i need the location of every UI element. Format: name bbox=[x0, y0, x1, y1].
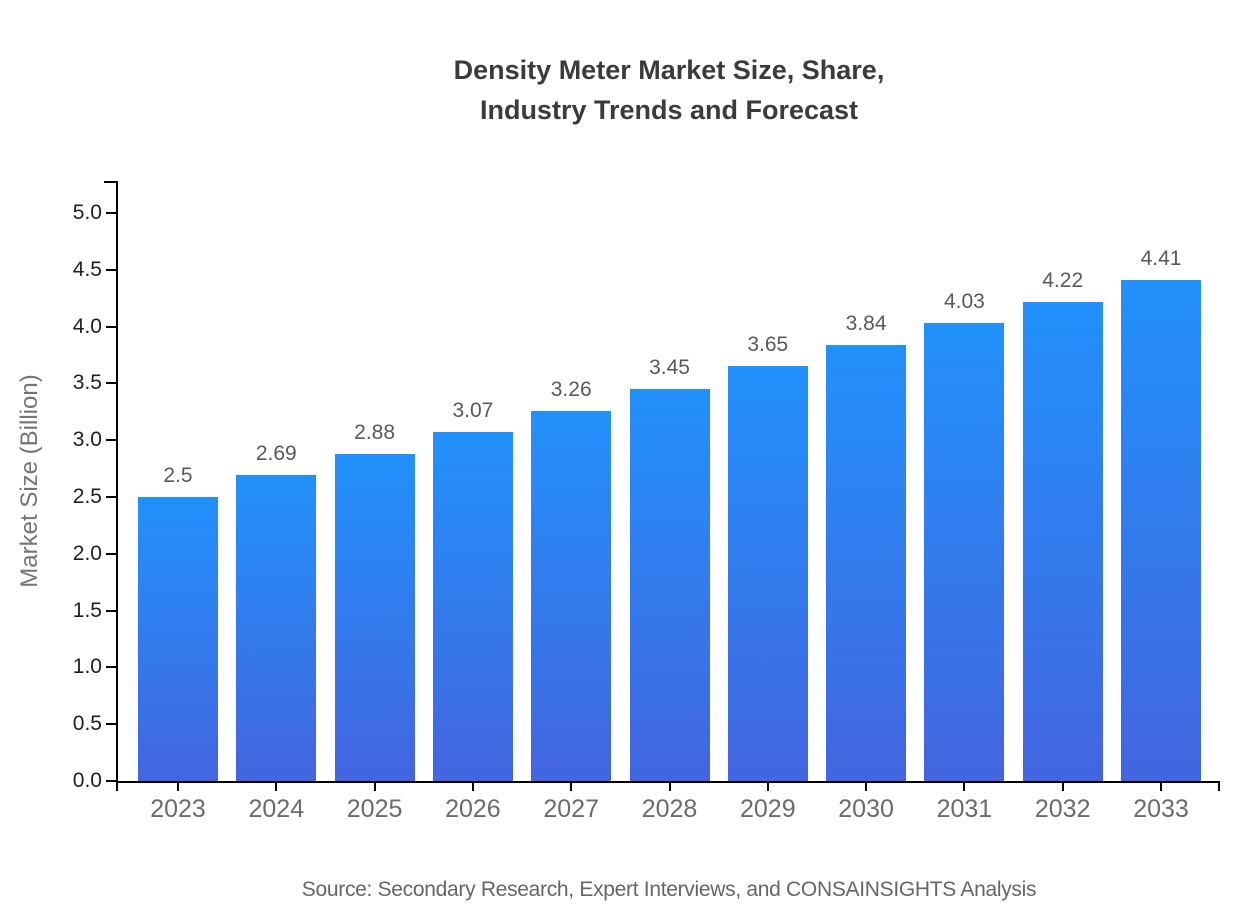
bar-2025 bbox=[334, 453, 415, 781]
x-tick bbox=[668, 783, 671, 791]
bar-2031 bbox=[924, 323, 1005, 781]
bar-2026 bbox=[432, 432, 513, 781]
x-axis-right-cap bbox=[1218, 783, 1220, 791]
bar-2029 bbox=[727, 366, 808, 781]
y-tick bbox=[106, 212, 116, 214]
bar-value-label: 3.84 bbox=[845, 311, 887, 335]
y-tick bbox=[106, 325, 116, 328]
y-tick bbox=[106, 268, 116, 271]
x-tick bbox=[1061, 783, 1064, 791]
y-tick bbox=[106, 439, 116, 442]
bar-value-label: 3.65 bbox=[747, 333, 789, 357]
y-tick-label: 2.0 bbox=[72, 541, 102, 565]
y-tick-label: 0.5 bbox=[72, 712, 102, 736]
x-tick-label: 2033 bbox=[1133, 795, 1189, 823]
x-tick-label: 2028 bbox=[641, 795, 698, 823]
y-tick bbox=[106, 496, 116, 498]
y-tick bbox=[106, 552, 116, 555]
x-tick bbox=[177, 783, 179, 791]
x-tick-label: 2029 bbox=[739, 795, 796, 823]
source-note: Source: Secondary Research, Expert Inter… bbox=[301, 878, 1037, 901]
x-tick-label: 2031 bbox=[936, 795, 993, 823]
x-tick bbox=[1160, 783, 1162, 791]
y-tick-label: 5.0 bbox=[72, 201, 102, 224]
y-tick-label: 1.5 bbox=[72, 598, 102, 622]
bar-value-label: 3.26 bbox=[550, 377, 592, 401]
y-tick bbox=[106, 666, 116, 669]
y-tick-label: 4.0 bbox=[72, 314, 102, 338]
bar-2033 bbox=[1121, 280, 1201, 781]
x-tick-label: 2023 bbox=[150, 795, 206, 823]
x-tick bbox=[766, 783, 769, 791]
x-tick bbox=[275, 783, 278, 791]
bar-2024 bbox=[236, 475, 317, 781]
bar-2023 bbox=[138, 497, 218, 781]
bar-value-label: 4.03 bbox=[943, 290, 985, 314]
y-tick bbox=[106, 609, 116, 612]
x-tick-label: 2027 bbox=[543, 795, 599, 823]
x-tick-label: 2026 bbox=[445, 795, 501, 823]
y-tick-label: 1.0 bbox=[72, 655, 102, 679]
x-tick-label: 2024 bbox=[248, 795, 305, 823]
y-tick bbox=[106, 723, 116, 726]
x-tick-label: 2032 bbox=[1034, 795, 1091, 823]
bar-value-label: 4.41 bbox=[1140, 247, 1182, 271]
x-axis-spine bbox=[116, 781, 1220, 783]
bar-value-label: 2.69 bbox=[255, 442, 297, 466]
x-tick-label: 2030 bbox=[838, 795, 894, 823]
bar-value-label: 2.88 bbox=[354, 420, 396, 444]
bar-value-label: 3.07 bbox=[452, 399, 494, 423]
y-axis-top-cap bbox=[104, 181, 116, 183]
x-tick bbox=[963, 783, 966, 791]
y-tick-label: 3.5 bbox=[72, 371, 102, 395]
chart-title: Density Meter Market Size, Share, Indust… bbox=[118, 50, 1220, 130]
bar-2032 bbox=[1022, 301, 1103, 781]
chart-title-line1: Density Meter Market Size, Share, bbox=[453, 55, 885, 85]
x-tick-label: 2025 bbox=[346, 795, 403, 823]
x-tick bbox=[471, 783, 474, 791]
bar-value-label: 2.5 bbox=[163, 464, 193, 487]
bar-2027 bbox=[531, 410, 612, 781]
x-tick bbox=[373, 783, 376, 791]
y-tick-label: 0.0 bbox=[72, 769, 102, 792]
y-tick-label: 2.5 bbox=[72, 485, 102, 508]
y-axis-spine bbox=[116, 181, 118, 791]
x-tick bbox=[570, 783, 573, 791]
y-tick-label: 4.5 bbox=[72, 257, 102, 281]
x-tick bbox=[865, 783, 868, 791]
bar-value-label: 3.45 bbox=[649, 356, 690, 380]
y-tick bbox=[106, 382, 116, 385]
bar-2030 bbox=[826, 344, 907, 781]
y-tick-label: 3.0 bbox=[72, 428, 102, 452]
chart-title-line2: Industry Trends and Forecast bbox=[479, 95, 859, 125]
y-tick bbox=[106, 780, 116, 782]
bar-2028 bbox=[629, 389, 710, 781]
bar-value-label: 4.22 bbox=[1042, 268, 1084, 292]
